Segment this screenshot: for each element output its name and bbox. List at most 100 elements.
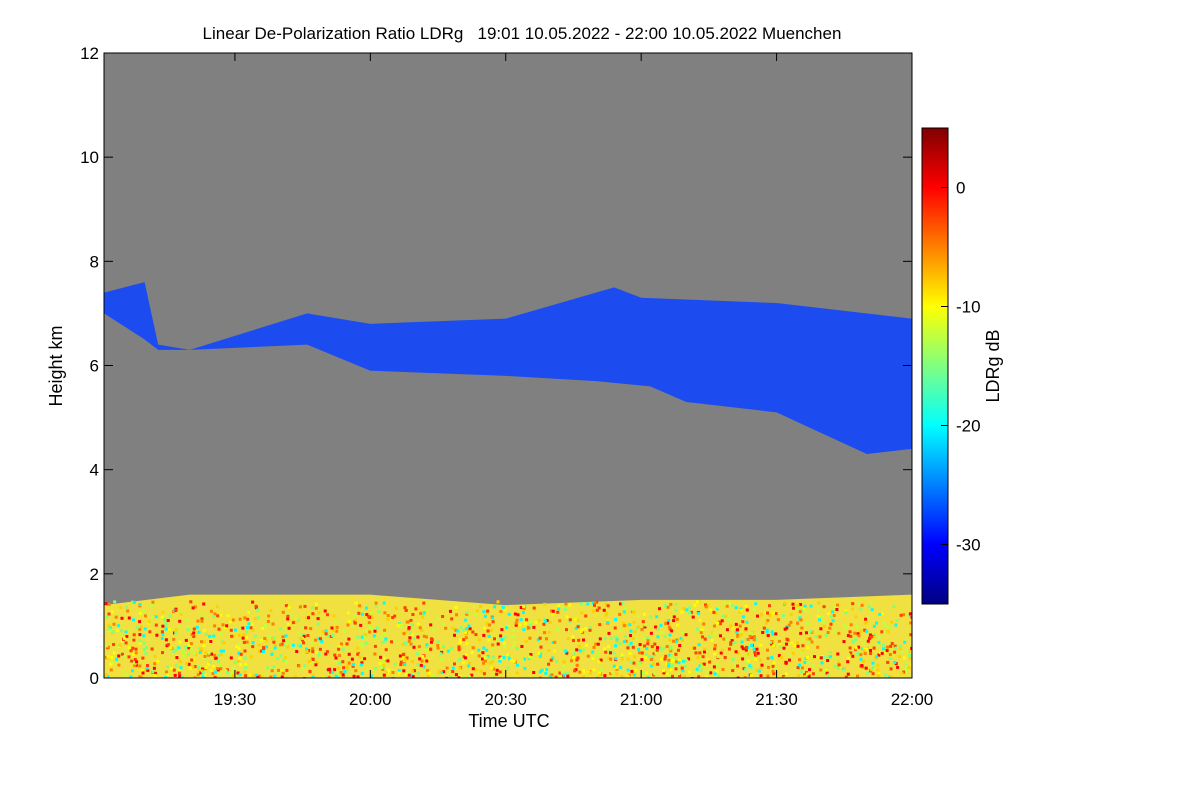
speckle <box>712 610 716 614</box>
speckle <box>213 675 217 678</box>
speckle <box>260 675 264 678</box>
speckle <box>575 663 579 667</box>
speckle <box>354 618 358 622</box>
speckle <box>380 640 384 644</box>
speckle <box>307 649 311 653</box>
speckle <box>814 635 818 638</box>
speckle <box>736 664 739 668</box>
speckle <box>350 657 354 661</box>
speckle <box>209 636 213 640</box>
speckle <box>777 654 781 658</box>
speckle <box>145 645 149 649</box>
speckle <box>848 646 852 650</box>
speckle <box>893 660 897 664</box>
speckle <box>302 634 306 638</box>
speckle <box>876 643 880 647</box>
speckle <box>768 613 772 617</box>
speckle <box>441 623 445 626</box>
speckle <box>716 655 720 659</box>
speckle <box>180 676 184 678</box>
speckle <box>142 641 146 645</box>
speckle <box>735 630 739 634</box>
speckle <box>854 646 858 650</box>
speckle <box>783 627 787 631</box>
speckle <box>760 663 764 667</box>
speckle <box>626 674 630 678</box>
speckle <box>588 671 592 675</box>
speckle <box>319 637 322 641</box>
speckle <box>556 610 560 614</box>
speckle <box>523 621 527 625</box>
speckle <box>226 614 230 618</box>
speckle <box>748 664 752 668</box>
speckle <box>604 613 608 617</box>
speckle <box>329 670 333 674</box>
speckle <box>419 611 423 615</box>
x-axis: 19:30 20:00 20:30 21:00 21:30 22:00 <box>214 53 933 709</box>
speckle <box>750 643 754 647</box>
speckle <box>783 676 787 678</box>
speckle <box>346 623 350 627</box>
speckle <box>910 615 912 619</box>
speckle <box>161 610 165 614</box>
speckle <box>865 629 869 633</box>
speckle <box>384 648 388 652</box>
speckle <box>819 668 823 672</box>
speckle <box>820 661 824 665</box>
speckle <box>768 604 771 608</box>
speckle <box>340 642 343 646</box>
speckle <box>681 661 685 665</box>
speckle <box>510 635 514 639</box>
speckle <box>368 624 372 628</box>
speckle <box>351 663 355 667</box>
speckle <box>558 671 562 675</box>
speckle <box>462 661 466 665</box>
speckle <box>572 652 576 656</box>
speckle <box>186 625 190 629</box>
speckle <box>701 635 705 639</box>
speckle <box>885 649 889 653</box>
speckle <box>485 656 489 660</box>
speckle <box>704 605 708 609</box>
speckle <box>640 658 644 662</box>
speckle <box>602 608 606 612</box>
speckle <box>613 626 617 630</box>
speckle <box>455 613 459 617</box>
speckle <box>160 615 164 619</box>
speckle <box>280 675 284 678</box>
speckle <box>503 636 507 640</box>
speckle <box>621 601 625 605</box>
speckle <box>557 607 561 611</box>
speckle <box>209 609 213 613</box>
speckle <box>203 655 207 658</box>
speckle <box>872 646 876 650</box>
speckle <box>112 622 116 626</box>
speckle <box>772 611 775 615</box>
speckle <box>522 628 526 632</box>
speckle <box>738 624 742 628</box>
speckle <box>425 643 429 647</box>
speckle <box>130 659 134 663</box>
speckle <box>516 663 519 667</box>
speckle <box>907 666 911 669</box>
speckle <box>117 654 121 658</box>
speckle <box>429 647 433 651</box>
speckle <box>175 656 179 659</box>
speckle <box>746 637 750 641</box>
speckle <box>734 650 738 654</box>
speckle <box>525 618 529 622</box>
speckle <box>857 602 861 606</box>
speckle <box>734 606 738 610</box>
speckle <box>378 662 382 665</box>
speckle <box>243 649 247 653</box>
speckle <box>265 639 269 643</box>
speckle <box>538 636 542 640</box>
speckle <box>237 633 241 637</box>
speckle <box>674 640 678 644</box>
speckle <box>153 654 157 658</box>
speckle <box>599 658 603 662</box>
speckle <box>892 604 896 608</box>
speckle <box>317 611 321 615</box>
speckle <box>520 658 524 662</box>
speckle <box>475 609 479 613</box>
